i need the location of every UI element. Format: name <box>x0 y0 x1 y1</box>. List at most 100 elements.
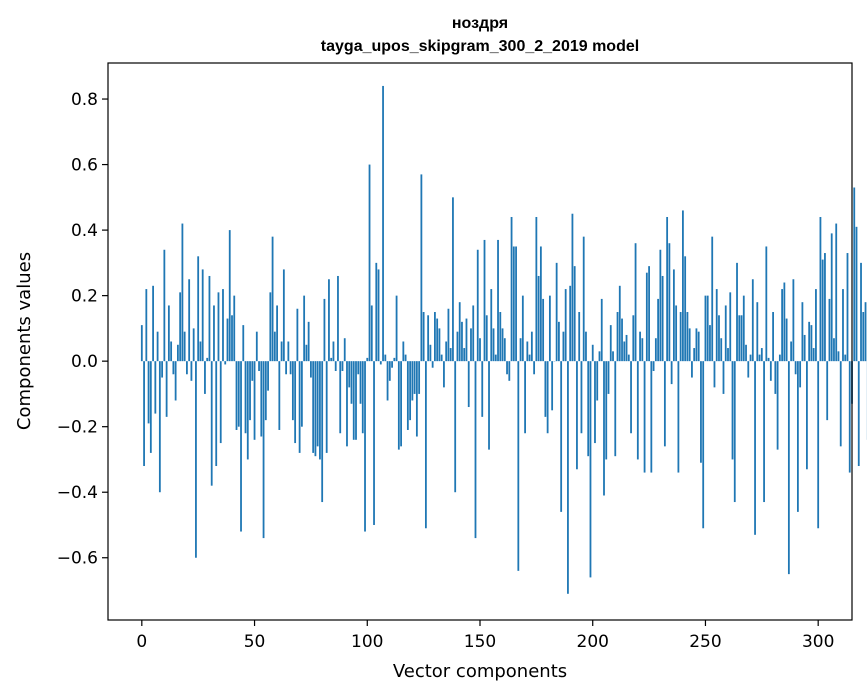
bar <box>330 357 333 362</box>
bar <box>472 305 475 362</box>
bar <box>848 361 851 473</box>
bar <box>736 262 738 362</box>
bar <box>474 361 477 539</box>
bar <box>587 361 590 457</box>
bar <box>806 361 808 470</box>
bar <box>521 295 524 362</box>
bar <box>842 289 844 362</box>
bar <box>192 328 195 362</box>
bar <box>630 361 632 434</box>
bar <box>801 302 804 362</box>
bar <box>485 315 488 362</box>
bar <box>585 331 587 362</box>
bar <box>625 334 628 362</box>
bar <box>204 361 206 394</box>
bar <box>242 325 245 362</box>
bar <box>195 361 197 558</box>
bar <box>298 361 301 453</box>
bar <box>285 361 288 375</box>
bar <box>384 354 387 362</box>
bar <box>300 361 303 427</box>
bar <box>176 344 179 362</box>
bar <box>695 328 698 362</box>
y-tick-label: 0.0 <box>71 352 98 372</box>
bar <box>670 361 673 385</box>
bar <box>458 302 461 362</box>
bar <box>740 315 743 362</box>
bar <box>589 361 592 578</box>
bar <box>718 315 720 362</box>
bar <box>833 338 835 362</box>
bar <box>830 233 833 362</box>
bar <box>688 328 691 362</box>
bar <box>558 321 560 362</box>
bar <box>181 223 184 362</box>
bar <box>481 361 484 417</box>
bar <box>772 312 774 362</box>
x-tick-label: 200 <box>577 632 609 652</box>
bar <box>395 295 398 362</box>
bar <box>691 361 693 378</box>
bar <box>409 361 412 421</box>
bar <box>140 325 143 362</box>
bar <box>564 289 567 362</box>
bar <box>819 216 822 362</box>
bar <box>860 262 862 362</box>
bar <box>244 361 247 434</box>
bar <box>769 361 772 381</box>
bar <box>614 361 617 457</box>
bar <box>749 354 752 362</box>
bar <box>431 361 434 368</box>
bar <box>201 269 204 362</box>
bar <box>792 279 795 362</box>
bar <box>386 361 389 401</box>
bar <box>715 289 718 362</box>
bar <box>186 361 188 375</box>
bar <box>686 312 689 362</box>
bar <box>515 246 517 362</box>
bar <box>314 361 317 457</box>
bar <box>226 318 229 362</box>
bar <box>289 361 292 375</box>
y-tick-label: −0.4 <box>57 483 98 503</box>
bar <box>361 361 364 434</box>
bar <box>787 361 790 575</box>
bar <box>778 354 781 362</box>
bar <box>461 321 463 362</box>
bar <box>404 354 407 362</box>
bar <box>208 275 211 362</box>
bar <box>659 249 662 362</box>
bar <box>307 321 310 362</box>
bar <box>643 361 646 473</box>
bar <box>488 361 490 450</box>
bar <box>857 361 860 467</box>
bar <box>255 331 258 362</box>
bar <box>222 289 224 362</box>
bar <box>580 361 583 434</box>
bar <box>528 354 531 362</box>
bar <box>616 312 619 362</box>
bar <box>463 348 466 362</box>
bar <box>438 328 441 362</box>
bar <box>490 289 493 362</box>
bar <box>862 312 865 362</box>
bar <box>546 361 549 434</box>
bar <box>158 361 161 493</box>
bar <box>188 279 191 362</box>
bar <box>835 223 838 362</box>
bar <box>560 361 563 512</box>
bar <box>479 338 481 362</box>
bar <box>161 361 164 378</box>
bar <box>258 361 260 371</box>
bar <box>228 230 231 362</box>
bar <box>346 361 348 447</box>
bar <box>713 361 716 388</box>
bar <box>359 361 362 404</box>
bar <box>747 361 750 378</box>
bar <box>853 187 856 362</box>
bar <box>828 298 831 362</box>
bar <box>506 361 508 375</box>
bar <box>420 174 423 362</box>
bar <box>693 348 696 362</box>
x-tick-label: 300 <box>802 632 834 652</box>
